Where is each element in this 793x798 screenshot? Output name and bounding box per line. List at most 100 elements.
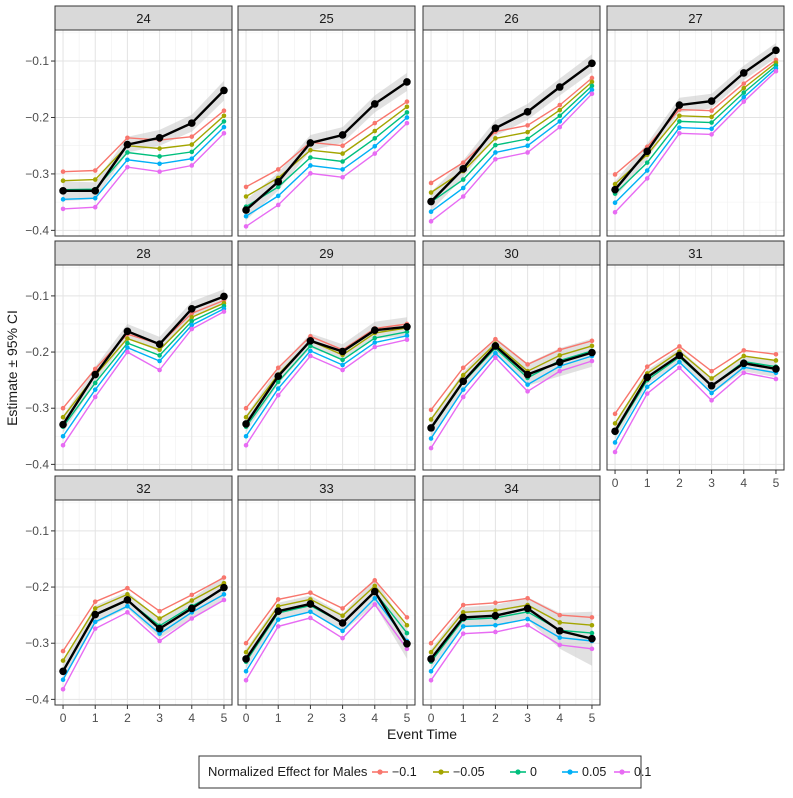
estimate-point [403,78,411,86]
series-point [372,143,378,149]
facet-label: 26 [504,11,518,26]
series-point [612,200,618,206]
series-point [612,209,618,215]
series-point [189,134,195,139]
legend-key-point [515,769,521,775]
facet-panel-29: 29 [237,240,416,471]
series-point [741,99,747,104]
series-point [308,590,313,595]
estimate-point [123,140,132,149]
series-point [677,365,682,371]
estimate-point [523,604,532,613]
legend-entries: −0.1 −0.05 0 0.05 0.1 [372,765,651,779]
series-point [525,136,530,142]
series-point [589,91,595,97]
series-point [243,194,249,199]
series-point [125,135,130,141]
series-line-3 [614,67,777,204]
estimate-point [523,370,532,379]
series-point [709,120,714,125]
series-point [460,610,466,615]
series-point [189,156,195,161]
facet-strip [422,475,601,501]
series-point [709,114,714,120]
estimate-point [491,124,500,133]
estimate-point [643,373,652,382]
series-point [557,642,563,648]
estimate-point [523,108,532,116]
series-line-1 [614,62,777,185]
series-point [709,132,714,137]
estimate-point [123,327,132,336]
series-point [275,193,281,199]
estimate-point [59,667,67,676]
series-point [60,405,66,411]
series-point [525,362,530,367]
x-tick-label: 2 [307,711,314,725]
series-point [460,631,466,636]
x-tick-label: 1 [275,711,282,725]
series-line-0 [245,323,408,409]
series-point [677,125,682,130]
series-point [372,151,378,156]
series-line-2 [62,305,225,428]
estimate-point [338,131,347,139]
x-tick-label: 3 [339,711,346,725]
series-point [308,343,313,349]
series-point [589,630,595,636]
series-point [404,115,410,120]
series-point [612,172,618,177]
estimate-point [772,365,780,373]
series-point [308,163,313,168]
estimate-point [707,97,716,105]
facet-panel-34: 34 [422,475,601,706]
series-point [372,335,378,341]
estimate-point [739,359,748,368]
series-point [125,603,130,609]
y-tick-label: −0.3 [25,636,49,650]
estimate-point [370,100,379,108]
series-line-4 [245,339,408,446]
estimate-point [274,178,283,186]
legend-key-point [619,769,625,775]
x-tick-label: 2 [124,711,131,725]
series-point [404,99,410,104]
facet-panel-30: 30 [422,240,601,471]
estimate-point [427,655,435,663]
series-point [741,353,747,359]
x-tick-label: 3 [708,476,715,490]
series-point [157,146,162,151]
series-point [428,669,434,674]
legend-entry-label: −0.05 [453,765,485,779]
facet-label: 28 [136,246,150,261]
series-point [589,615,595,620]
series-point [525,150,530,155]
y-tick-label: −0.4 [25,692,49,706]
y-tick-label: −0.1 [25,54,49,68]
series-point [60,197,66,202]
series-line-3 [62,308,225,437]
series-point [60,434,66,439]
x-tick-label: 0 [60,711,67,725]
estimate-point [306,139,315,147]
ci-band [246,72,407,221]
series-point [275,393,281,398]
estimate-point [155,133,164,142]
estimate-point [338,347,347,356]
facet-strip [54,240,233,266]
estimate-point [588,348,596,357]
series-line-0 [62,299,225,409]
series-point [644,176,650,181]
series-point [525,382,530,387]
series-point [340,167,345,172]
series-point [92,177,98,182]
series-line-3 [430,89,593,213]
series-point [677,344,682,349]
panel-border [54,499,233,706]
series-point [157,169,162,174]
estimate-point [555,83,564,91]
legend-title: Normalized Effect for Males [208,764,368,779]
estimate-point [491,342,500,350]
series-line-0 [614,59,777,176]
series-point [460,160,466,165]
